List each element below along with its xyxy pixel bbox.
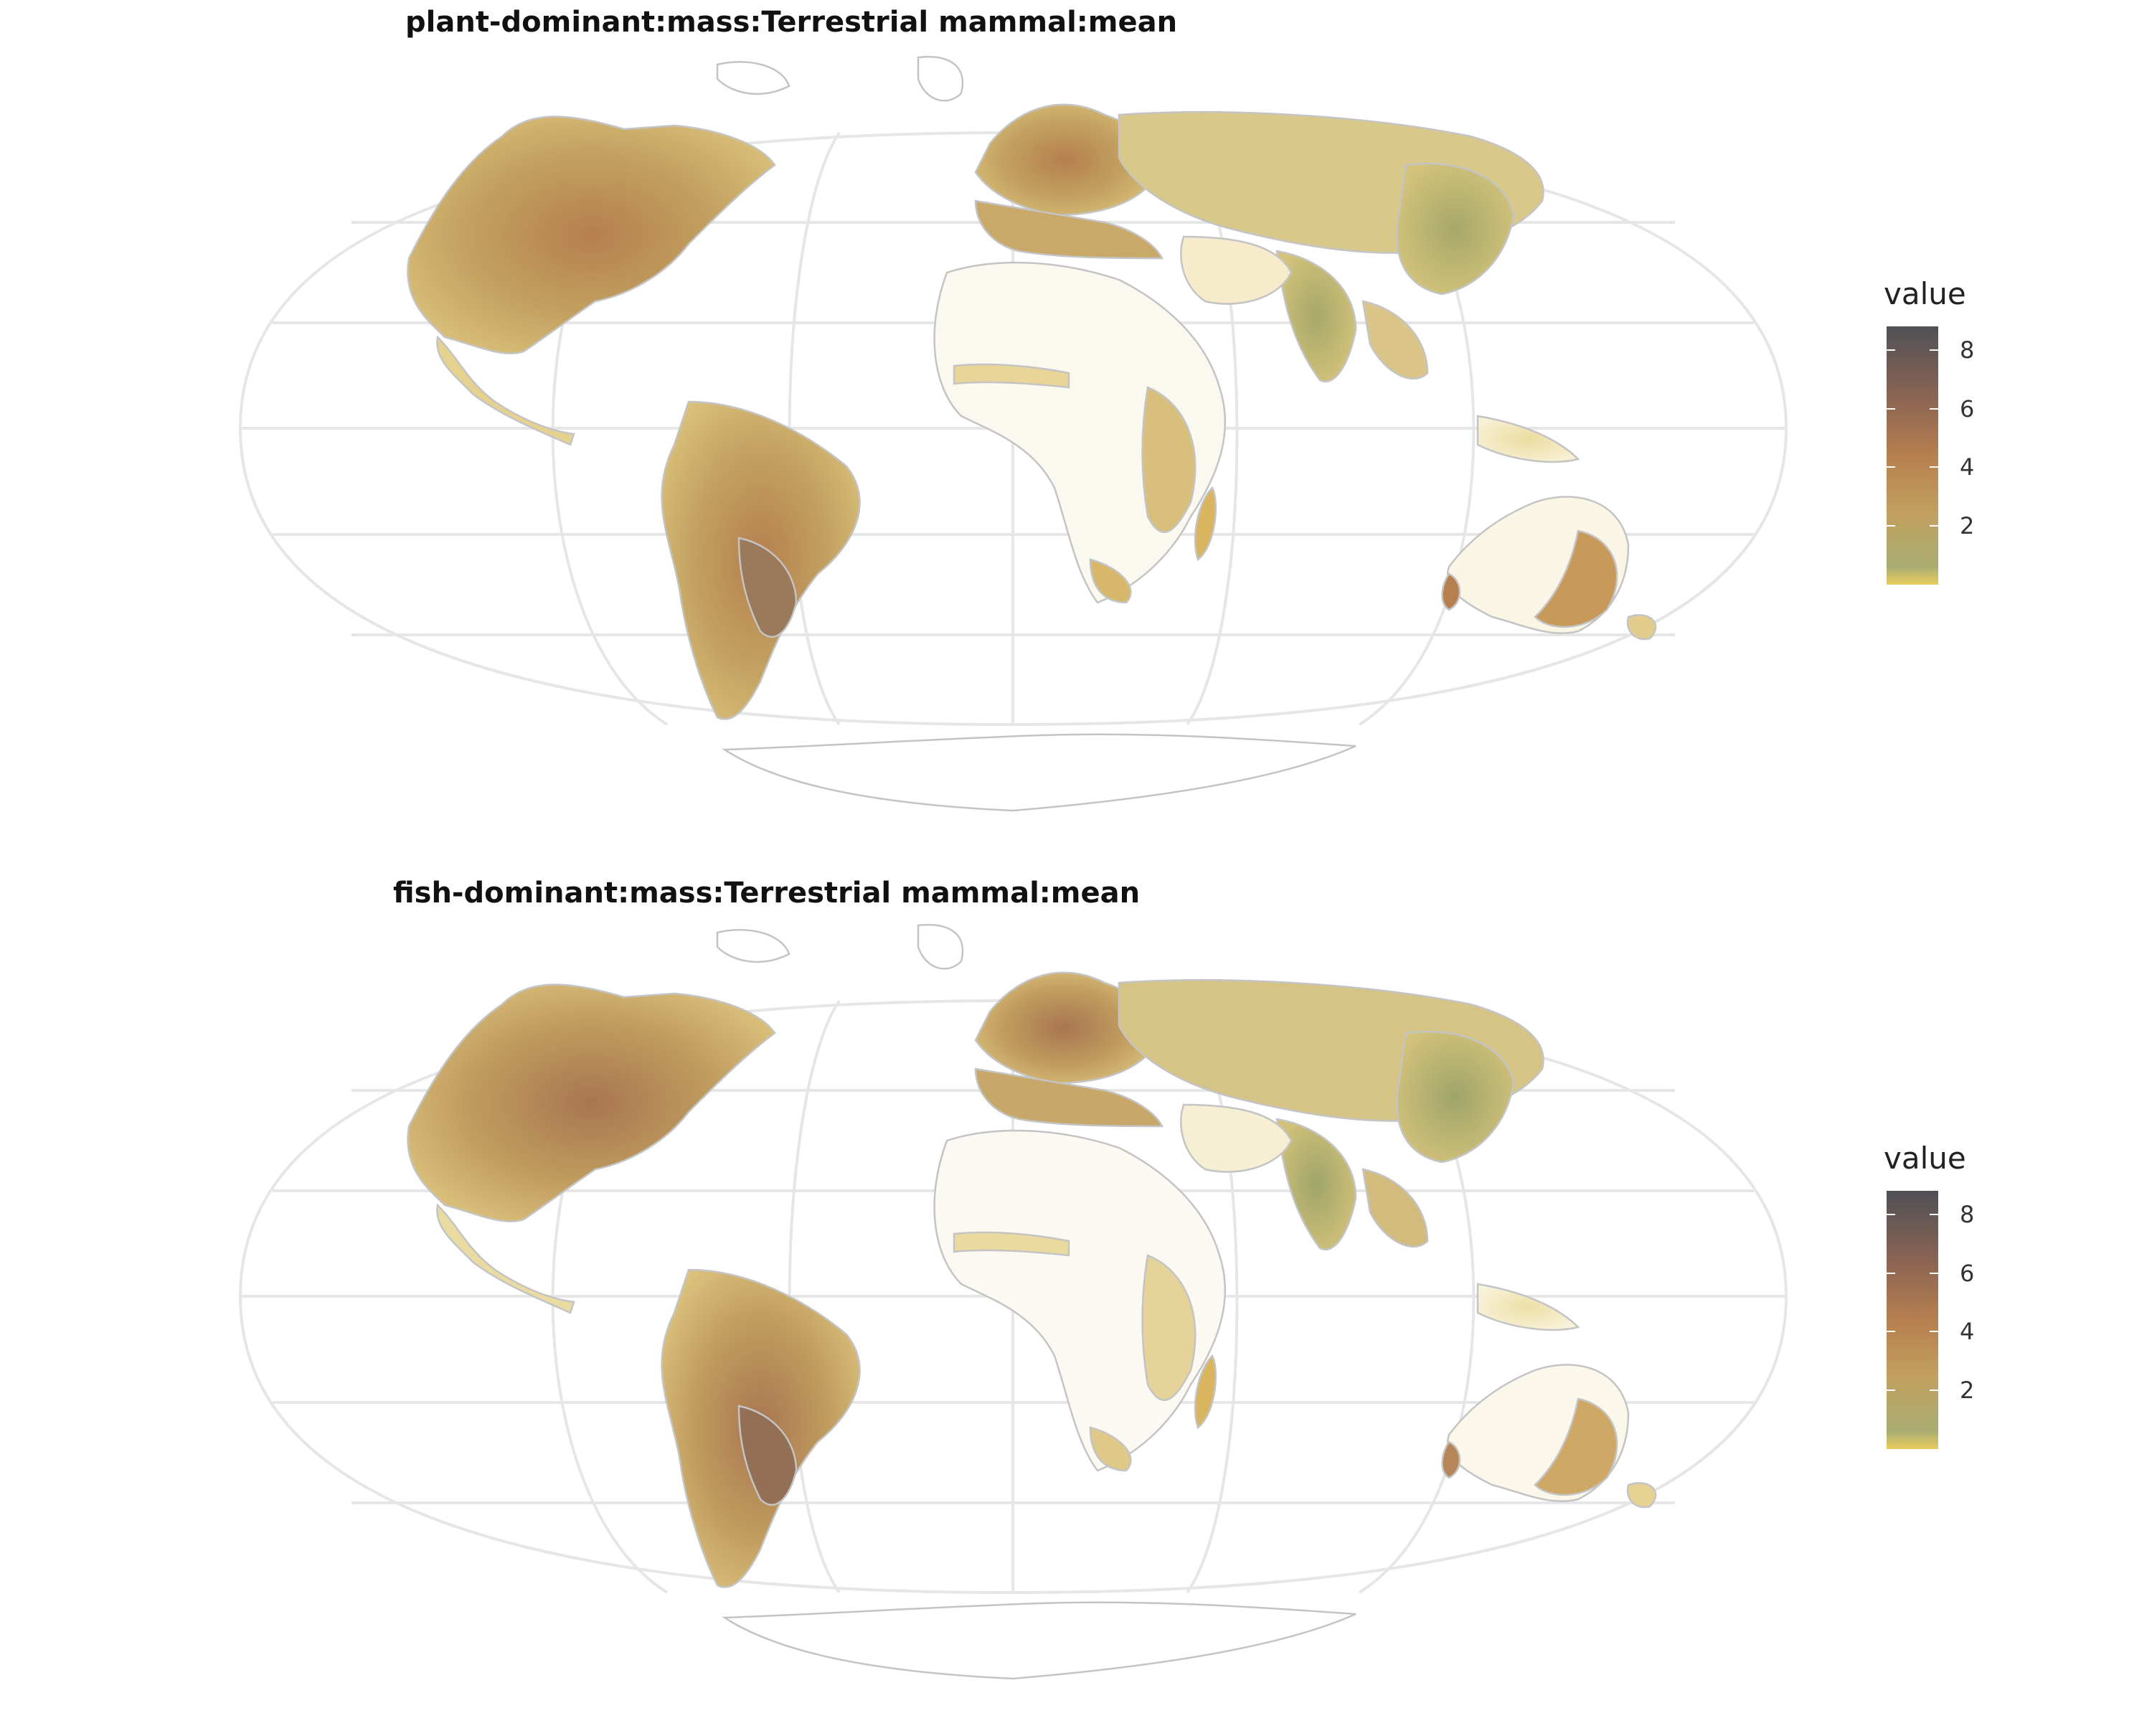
legend-tick-label: 8 [1960,1200,1975,1228]
legend-tick-mark [1887,1272,1895,1274]
legend-tick-label: 4 [1960,1318,1975,1346]
legend-title: value [1884,276,1966,311]
color-legend: value 2 4 6 8 [1879,276,2023,585]
legend-tick-mark [1930,1213,1938,1215]
legend-title: value [1884,1141,1966,1176]
legend-tick-mark [1887,349,1895,351]
legend-tick-mark [1930,407,1938,410]
map-panel-plant-dominant: plant-dominant:mass:Terrestrial mammal:m… [238,6,2023,812]
legend-tick-label: 8 [1960,336,1975,364]
legend-tick-mark [1887,1331,1895,1333]
legend-tick-mark [1930,1390,1938,1392]
legend-tick-mark [1930,349,1938,351]
world-map [238,923,1788,1680]
color-legend: value 2 4 6 8 [1879,1141,2023,1449]
legend-tick-label: 6 [1960,1259,1975,1287]
legend-tick-label: 6 [1960,395,1975,423]
map-title: plant-dominant:mass:Terrestrial mammal:m… [405,6,1178,39]
legend-tick-mark [1930,1272,1938,1274]
world-map [238,55,1788,812]
legend-tick-label: 4 [1960,453,1975,481]
legend-tick-mark [1887,407,1895,410]
legend-tick-label: 2 [1960,512,1975,540]
legend-tick-mark [1887,525,1895,527]
legend-tick-label: 2 [1960,1377,1975,1405]
legend-tick-mark [1887,1390,1895,1392]
legend-tick-mark [1930,466,1938,468]
map-title: fish-dominant:mass:Terrestrial mammal:me… [393,877,1141,910]
legend-tick-mark [1930,1331,1938,1333]
legend-tick-mark [1887,466,1895,468]
land-data [407,55,1657,812]
legend-colorbar [1887,1191,1938,1449]
legend-tick-mark [1887,1213,1895,1215]
legend-tick-mark [1930,525,1938,527]
legend-colorbar [1887,326,1938,585]
land-data [407,923,1657,1680]
map-panel-fish-dominant: fish-dominant:mass:Terrestrial mammal:me… [0,868,2152,1736]
